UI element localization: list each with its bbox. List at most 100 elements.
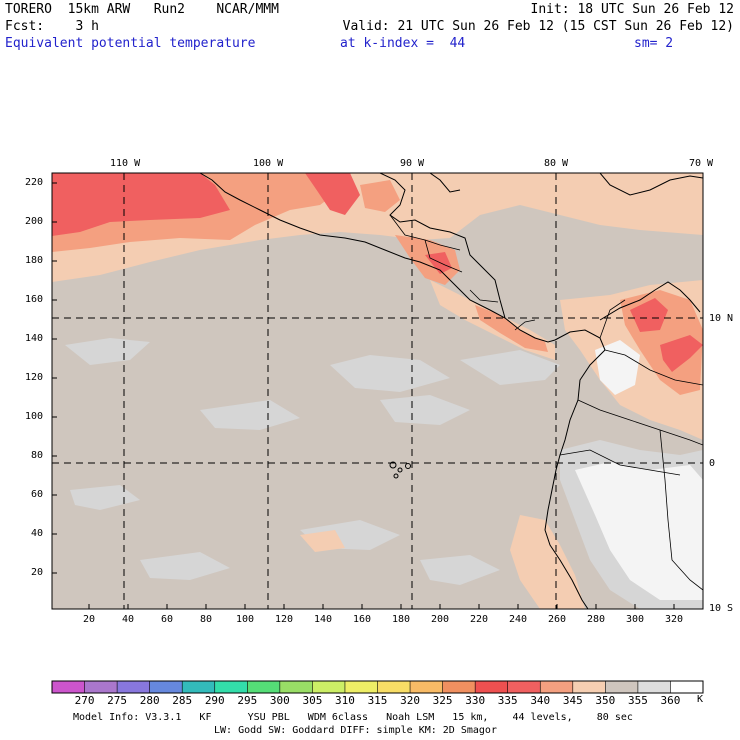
colorbar-swatch xyxy=(572,681,606,693)
colorbar-label: 275 xyxy=(107,694,128,707)
axis-ticks xyxy=(52,182,675,609)
colorbar-swatch xyxy=(247,681,281,693)
y-tick-80: 80 xyxy=(31,450,44,461)
theta-e-peach-patch-ocean xyxy=(300,530,345,552)
colorbar-swatch xyxy=(377,681,411,693)
colorbar-swatch xyxy=(442,681,476,693)
y-tick-60: 60 xyxy=(31,489,44,500)
colorbar-label: 315 xyxy=(367,694,388,707)
colorbar-swatch xyxy=(84,681,118,693)
field-title: Equivalent potential temperature xyxy=(5,36,256,51)
theta-e-gray-patch-8 xyxy=(140,552,230,580)
header-model: TORERO 15km ARW Run2 NCAR/MMM xyxy=(5,2,279,17)
theta-e-red-mexico xyxy=(305,173,360,215)
level-label: at k-index = 44 xyxy=(340,36,466,51)
y-tick-20: 20 xyxy=(31,567,44,578)
theta-e-gray-patch-4 xyxy=(200,400,300,430)
theta-e-white-panama xyxy=(595,340,640,395)
y-tick-160: 160 xyxy=(25,294,44,305)
footer-physics-info: LW: Godd SW: Goddard DIFF: simple KM: 2D… xyxy=(214,725,497,736)
colorbar-swatch xyxy=(344,681,378,693)
x-tick-120: 120 xyxy=(275,614,294,625)
colorbar-label: 340 xyxy=(530,694,551,707)
theta-e-gray-patch-3 xyxy=(460,350,560,385)
lat-label-10n: 10 N xyxy=(709,313,734,324)
lon-label-80w: 80 W xyxy=(544,158,569,169)
theta-e-red-guatemala xyxy=(425,252,452,274)
theta-e-gray-patch-6 xyxy=(70,485,140,510)
x-tick-260: 260 xyxy=(548,614,567,625)
x-tick-320: 320 xyxy=(665,614,684,625)
colorbar-label: 270 xyxy=(74,694,95,707)
header-init: Init: 18 UTC Sun 26 Feb 12 xyxy=(530,2,735,17)
x-tick-240: 240 xyxy=(509,614,528,625)
colorbar-swatch xyxy=(670,681,704,693)
x-tick-40: 40 xyxy=(122,614,135,625)
colorbar-label: 350 xyxy=(595,694,616,707)
colorbar-label: 335 xyxy=(497,694,518,707)
x-tick-140: 140 xyxy=(314,614,333,625)
galapagos-islands xyxy=(389,461,411,479)
y-tick-120: 120 xyxy=(25,372,44,383)
x-tick-180: 180 xyxy=(392,614,411,625)
colorbar-label: 355 xyxy=(627,694,648,707)
theta-e-red-northeast xyxy=(630,298,668,332)
theta-e-gray-patch-5 xyxy=(380,395,470,425)
y-tick-100: 100 xyxy=(25,411,44,422)
colorbar-swatch xyxy=(117,681,151,693)
theta-e-gray-patch-2 xyxy=(330,355,450,392)
colorbar-label: 345 xyxy=(562,694,583,707)
theta-e-salmon-costa-rica xyxy=(475,305,548,352)
theta-e-salmon-mexico xyxy=(360,180,400,212)
x-tick-20: 20 xyxy=(83,614,96,625)
colorbar-swatch xyxy=(279,681,313,693)
theta-e-peach-peru-coast xyxy=(510,515,585,609)
colorbar-swatch xyxy=(312,681,346,693)
x-tick-80: 80 xyxy=(200,614,213,625)
colorbar-swatch xyxy=(540,681,574,693)
country-borders xyxy=(389,214,703,591)
theta-e-red-colombia xyxy=(660,335,703,372)
colorbar-label: 330 xyxy=(465,694,486,707)
lon-label-100w: 100 W xyxy=(253,158,284,169)
x-tick-60: 60 xyxy=(161,614,174,625)
y-tick-220: 220 xyxy=(25,177,44,188)
colorbar-swatch xyxy=(214,681,248,693)
y-tick-40: 40 xyxy=(31,528,44,539)
colorbar-label: 300 xyxy=(269,694,290,707)
colorbar-swatch xyxy=(182,681,216,693)
colorbar-frame xyxy=(51,680,704,694)
header-fcst: Fcst: 3 h xyxy=(5,19,99,34)
colorbar-label: 285 xyxy=(172,694,193,707)
lat-lon-grid xyxy=(52,173,703,609)
smoothing-label: sm= 2 xyxy=(634,36,674,51)
colorbar-label: 320 xyxy=(400,694,420,707)
colorbar-unit: K xyxy=(697,694,704,705)
theta-e-salmon-guatemala xyxy=(395,235,460,285)
theta-e-white-amazon xyxy=(575,462,703,600)
x-tick-280: 280 xyxy=(587,614,606,625)
colorbar-swatch xyxy=(410,681,444,693)
colorbar-label: 360 xyxy=(660,694,681,707)
colorbar-label: 290 xyxy=(204,694,225,707)
colorbar-label: 295 xyxy=(237,694,258,707)
plot-frame xyxy=(51,172,704,610)
colorbar-swatch xyxy=(149,681,183,693)
y-tick-140: 140 xyxy=(25,333,44,344)
x-tick-200: 200 xyxy=(431,614,450,625)
colorbar-swatch xyxy=(52,681,86,693)
theta-e-gray-patch-9 xyxy=(420,555,500,585)
colorbar-label: 305 xyxy=(302,694,323,707)
y-tick-200: 200 xyxy=(25,216,44,227)
theta-e-gray-patch-1 xyxy=(65,338,150,365)
x-tick-300: 300 xyxy=(626,614,645,625)
coastlines xyxy=(199,173,703,609)
x-tick-220: 220 xyxy=(470,614,489,625)
lon-label-70w: 70 W xyxy=(689,158,714,169)
colorbar-swatch xyxy=(475,681,509,693)
lon-label-90w: 90 W xyxy=(400,158,425,169)
x-tick-160: 160 xyxy=(353,614,372,625)
colorbar-swatch xyxy=(637,681,671,693)
footer-model-info: Model Info: V3.3.1 KF YSU PBL WDM 6class… xyxy=(73,712,633,723)
colorbar xyxy=(52,681,704,693)
